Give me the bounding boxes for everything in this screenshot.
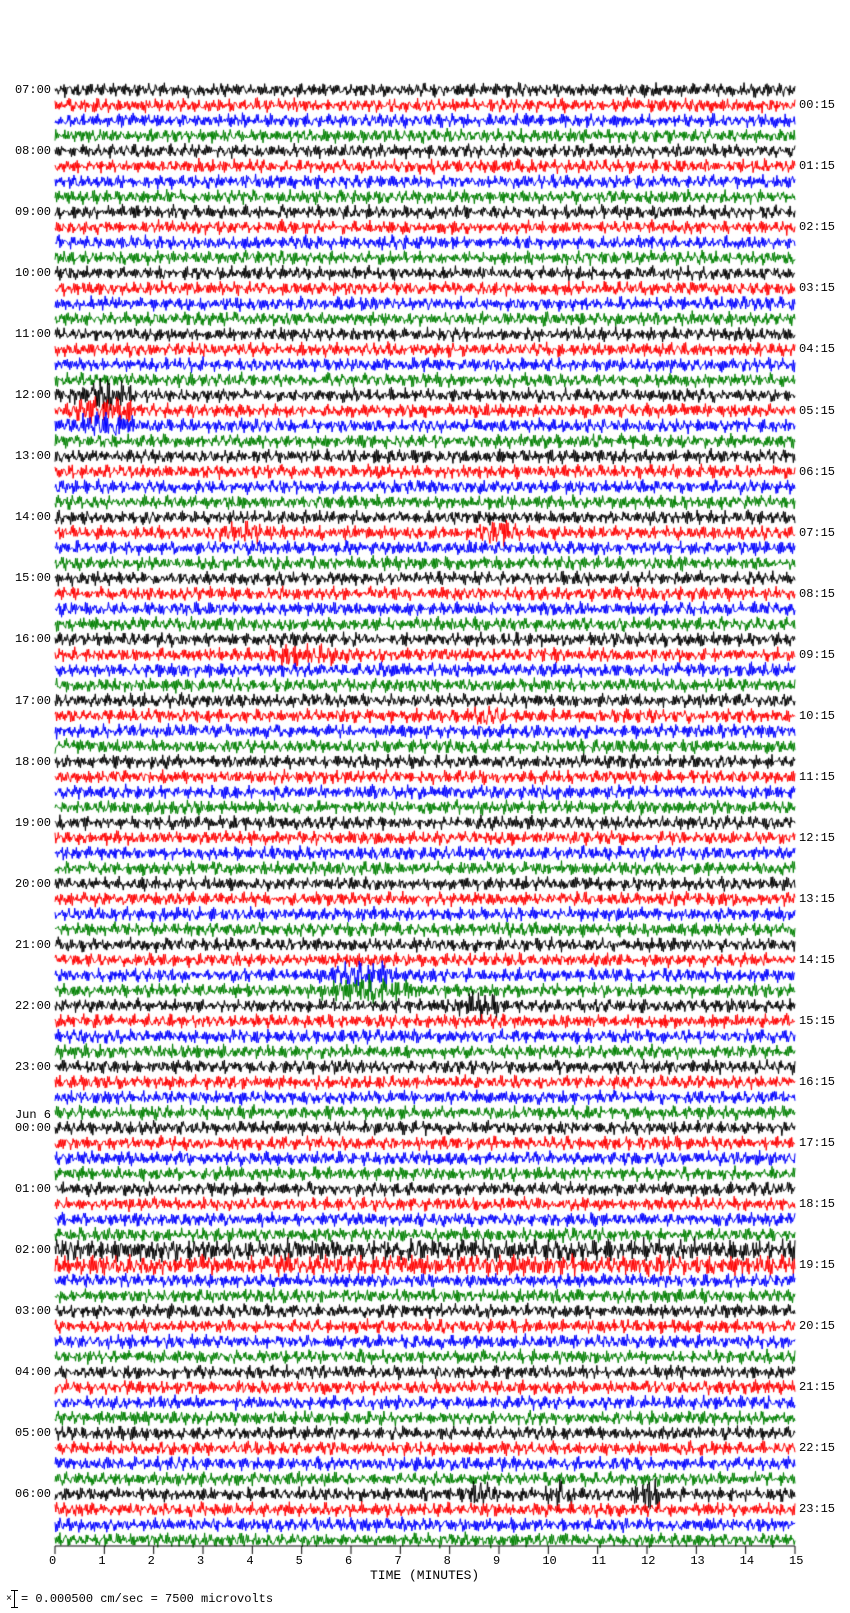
x-tick-label: 5: [296, 1554, 303, 1568]
pdt-hour-label: 11:15: [799, 770, 835, 784]
x-tick-label: 13: [690, 1554, 704, 1568]
utc-hour-label: 07:00: [15, 83, 51, 97]
utc-hour-label: 12:00: [15, 388, 51, 402]
utc-hour-label: 19:00: [15, 816, 51, 830]
utc-hour-label: 04:00: [15, 1365, 51, 1379]
x-tick-label: 1: [98, 1554, 105, 1568]
utc-hour-label: 16:00: [15, 632, 51, 646]
utc-hour-label: 05:00: [15, 1426, 51, 1440]
x-tick-label: 2: [148, 1554, 155, 1568]
pdt-hour-label: 05:15: [799, 404, 835, 418]
pdt-hour-label: 09:15: [799, 648, 835, 662]
x-tick-label: 10: [542, 1554, 556, 1568]
x-tick-label: 0: [49, 1554, 56, 1568]
x-tick-label: 7: [394, 1554, 401, 1568]
pdt-hour-label: 17:15: [799, 1136, 835, 1150]
utc-hour-label: 09:00: [15, 205, 51, 219]
utc-hour-label: 06:00: [15, 1487, 51, 1501]
utc-hour-label: 17:00: [15, 694, 51, 708]
pdt-hour-label: 16:15: [799, 1075, 835, 1089]
utc-hour-label: 18:00: [15, 755, 51, 769]
x-tick-label: 4: [246, 1554, 253, 1568]
pdt-hour-label: 08:15: [799, 587, 835, 601]
pdt-hour-label: 06:15: [799, 465, 835, 479]
x-axis-title: TIME (MINUTES): [370, 1568, 479, 1583]
utc-hour-label: 13:00: [15, 449, 51, 463]
scale-bar-bottom: × = 0.000500 cm/sec = 7500 microvolts: [6, 1590, 273, 1608]
x-tick-label: 3: [197, 1554, 204, 1568]
pdt-hour-label: 10:15: [799, 709, 835, 723]
utc-hour-label: 21:00: [15, 938, 51, 952]
utc-hour-label: 03:00: [15, 1304, 51, 1318]
x-tick-label: 9: [493, 1554, 500, 1568]
x-tick-label: 12: [641, 1554, 655, 1568]
pdt-hour-label: 00:15: [799, 98, 835, 112]
utc-hour-label: 14:00: [15, 510, 51, 524]
pdt-hour-label: 03:15: [799, 281, 835, 295]
pdt-hour-label: 20:15: [799, 1319, 835, 1333]
utc-hour-label: 11:00: [15, 327, 51, 341]
utc-hour-label: 00:00: [15, 1121, 51, 1135]
pdt-hour-label: 15:15: [799, 1014, 835, 1028]
pdt-hour-label: 19:15: [799, 1258, 835, 1272]
utc-hour-label: 02:00: [15, 1243, 51, 1257]
pdt-hour-label: 04:15: [799, 342, 835, 356]
x-tick-label: 11: [592, 1554, 606, 1568]
utc-hour-label: 01:00: [15, 1182, 51, 1196]
pdt-hour-label: 21:15: [799, 1380, 835, 1394]
utc-date-break: Jun 6: [15, 1108, 51, 1122]
utc-hour-label: 10:00: [15, 266, 51, 280]
pdt-hour-label: 07:15: [799, 526, 835, 540]
helicorder-plot: [0, 0, 850, 1613]
utc-hour-label: 22:00: [15, 999, 51, 1013]
x-tick-label: 14: [740, 1554, 754, 1568]
utc-hour-label: 08:00: [15, 144, 51, 158]
scale-tick-icon: [14, 1590, 15, 1608]
pdt-hour-label: 18:15: [799, 1197, 835, 1211]
pdt-hour-label: 12:15: [799, 831, 835, 845]
pdt-hour-label: 14:15: [799, 953, 835, 967]
pdt-hour-label: 13:15: [799, 892, 835, 906]
pdt-hour-label: 23:15: [799, 1502, 835, 1516]
footer-text: = 0.000500 cm/sec = 7500 microvolts: [21, 1592, 273, 1606]
utc-hour-label: 15:00: [15, 571, 51, 585]
pdt-hour-label: 01:15: [799, 159, 835, 173]
x-tick-label: 6: [345, 1554, 352, 1568]
pdt-hour-label: 22:15: [799, 1441, 835, 1455]
utc-hour-label: 23:00: [15, 1060, 51, 1074]
x-tick-label: 15: [789, 1554, 803, 1568]
pdt-hour-label: 02:15: [799, 220, 835, 234]
utc-hour-label: 20:00: [15, 877, 51, 891]
x-tick-label: 8: [444, 1554, 451, 1568]
